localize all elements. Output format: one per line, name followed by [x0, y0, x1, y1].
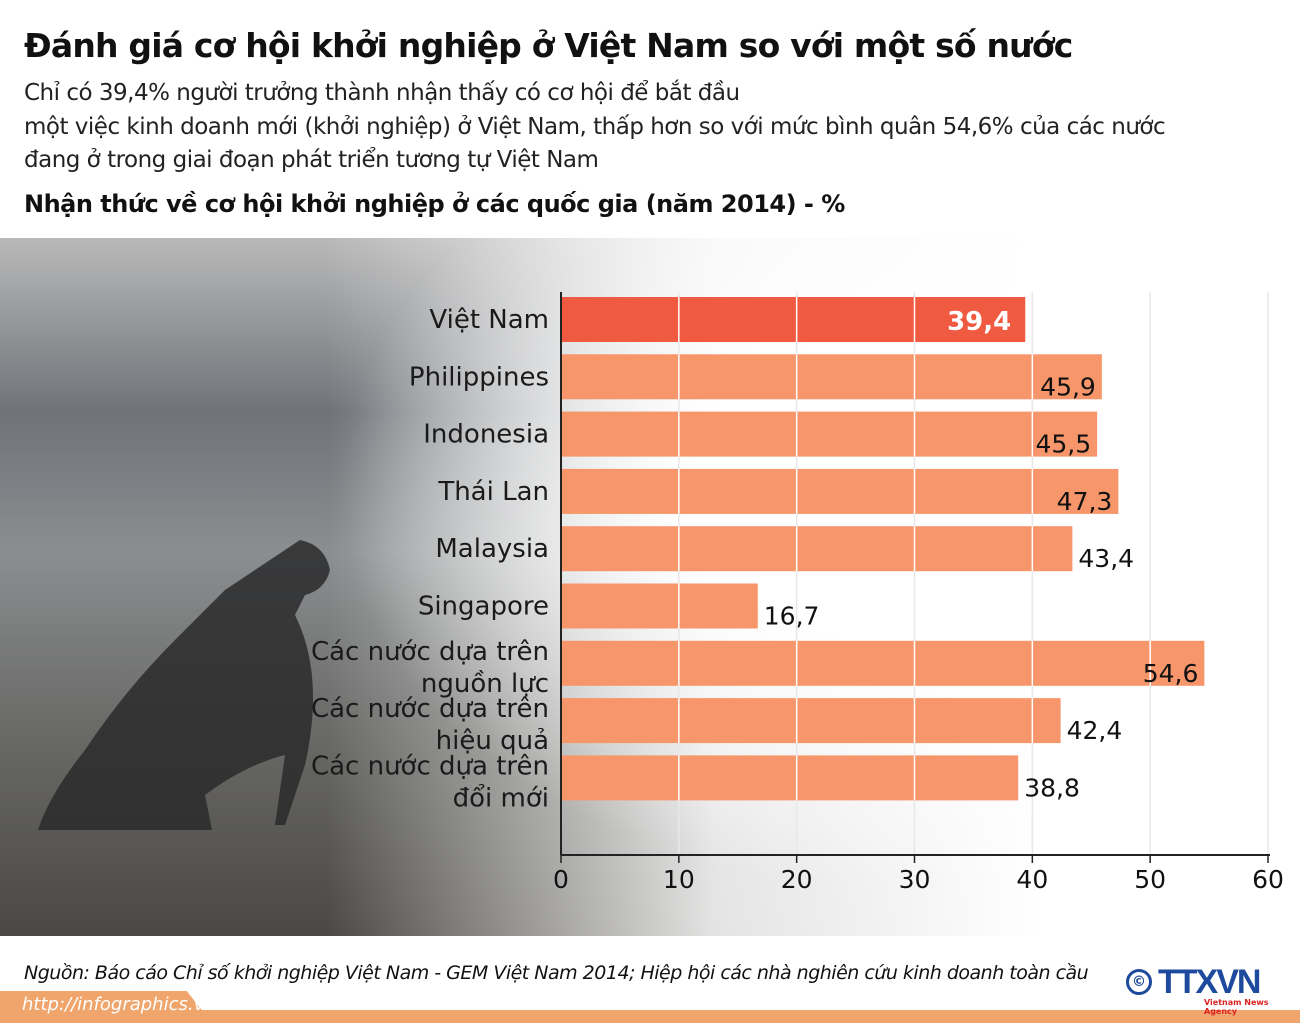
bar-3	[561, 468, 1119, 514]
tick-label: 30	[899, 865, 931, 894]
category-label: Indonesia	[423, 420, 549, 450]
category-label: đổi mới	[453, 782, 549, 813]
ttxvn-logo: © TTXVN	[1126, 963, 1261, 1001]
category-label: Thái Lan	[437, 477, 549, 507]
data-label: 42,4	[1067, 716, 1123, 745]
category-label: nguồn lực	[421, 669, 549, 699]
source-note: Nguồn: Báo cáo Chỉ số khởi nghiệp Việt N…	[24, 962, 1089, 984]
category-label: hiệu quả	[436, 726, 549, 756]
page-title: Đánh giá cơ hội khởi nghiệp ở Việt Nam s…	[24, 26, 1073, 65]
subtitle-line: đang ở trong giai đoạn phát triển tương …	[24, 147, 599, 173]
data-label: 45,9	[1040, 372, 1096, 401]
runner-silhouette-image	[37, 540, 330, 830]
tick-label: 20	[781, 865, 813, 894]
tick-label: 40	[1016, 865, 1048, 894]
logo-text: TTXVN	[1158, 963, 1261, 1001]
bar-0	[561, 297, 1026, 342]
category-label: Các nước dựa trên	[311, 751, 549, 781]
bar-5	[561, 583, 758, 629]
category-label: Các nước dựa trên	[311, 694, 549, 724]
bar-6	[561, 640, 1205, 686]
data-label: 38,8	[1024, 773, 1080, 802]
category-label: Singapore	[418, 592, 549, 622]
logo-subtext: Vietnam News Agency	[1204, 998, 1269, 1016]
url-tab	[0, 991, 225, 1016]
data-label: 16,7	[764, 602, 820, 631]
category-label: Các nước dựa trên	[311, 637, 549, 667]
bar-1	[561, 354, 1102, 400]
data-label: 54,6	[1143, 659, 1199, 688]
bar-4	[561, 526, 1073, 572]
bar-8	[561, 755, 1019, 801]
tick-label: 50	[1134, 865, 1166, 894]
footer-band	[0, 1010, 1300, 1023]
category-label: Malaysia	[435, 534, 549, 564]
data-label: 45,5	[1035, 430, 1091, 459]
website-link[interactable]: http://infographics.vn	[22, 994, 216, 1015]
subtitle-line: một việc kinh doanh mới (khởi nghiệp) ở …	[24, 114, 1166, 140]
data-label: 47,3	[1057, 487, 1113, 516]
subtitle-line: Chỉ có 39,4% người trưởng thành nhận thấ…	[24, 80, 740, 106]
bar-2	[561, 411, 1098, 457]
tick-label: 10	[663, 865, 695, 894]
tick-label: 60	[1252, 865, 1284, 894]
bar-7	[561, 698, 1061, 744]
data-label: 39,4	[947, 307, 1011, 337]
copyright-icon: ©	[1126, 969, 1152, 995]
tick-label: 0	[553, 865, 569, 894]
data-label: 43,4	[1078, 544, 1134, 573]
category-label: Việt Nam	[429, 305, 549, 335]
chart-title: Nhận thức về cơ hội khởi nghiệp ở các qu…	[24, 190, 845, 218]
category-label: Philippines	[409, 362, 549, 392]
